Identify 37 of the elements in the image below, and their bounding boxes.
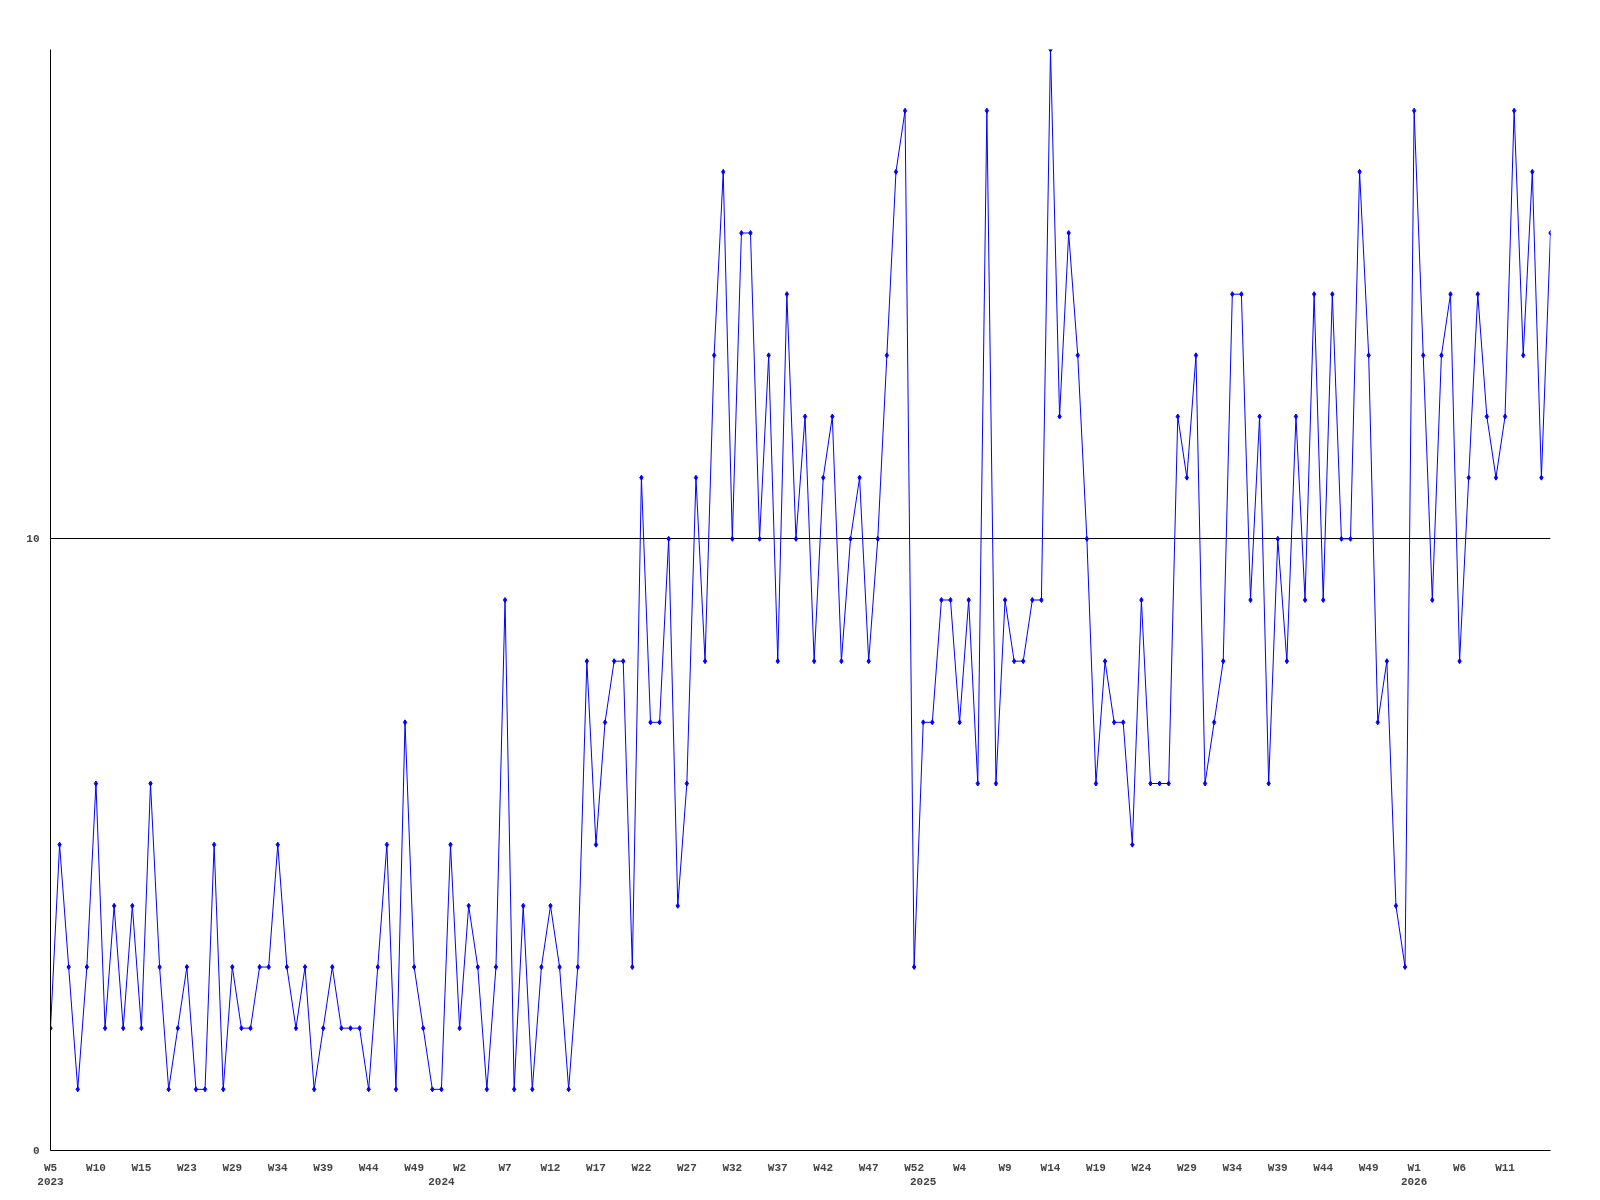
- x-tick-label: W44: [358, 1161, 379, 1174]
- x-tick-label: W39: [1267, 1161, 1288, 1174]
- x-tick-label: W24: [1131, 1161, 1152, 1174]
- x-tick-label: W47: [858, 1161, 879, 1174]
- x-tick-label: W32: [722, 1161, 743, 1174]
- x-tick-label: W49: [1358, 1161, 1379, 1174]
- x-tick-label: W14: [1040, 1161, 1061, 1174]
- x-tick-label: W49: [404, 1161, 425, 1174]
- x-tick-label: W44: [1313, 1161, 1334, 1174]
- x-tick-label: W19: [1086, 1161, 1106, 1174]
- x-tick-label: W10: [86, 1161, 106, 1174]
- x-tick-label: W37: [767, 1161, 788, 1174]
- x-tick-label: W11: [1495, 1161, 1516, 1174]
- y-tick-label: 10: [26, 533, 40, 546]
- x-tick-label: W27: [676, 1161, 697, 1174]
- x-tick-label: W29: [1176, 1161, 1197, 1174]
- x-tick-label: W52: [904, 1161, 925, 1174]
- x-tick-label: 2025: [910, 1175, 937, 1188]
- x-tick-label: W1 2026: [1400, 1161, 1428, 1188]
- x-tick-label: W5 2023: [37, 1161, 65, 1188]
- x-tick-label: W17: [586, 1161, 606, 1174]
- x-tick-label: W42: [813, 1161, 834, 1174]
- x-tick-label: W12: [540, 1161, 561, 1174]
- x-tick-label: W9: [998, 1161, 1012, 1174]
- x-tick-label: W34: [1222, 1161, 1243, 1174]
- x-tick-label: W23: [176, 1161, 198, 1174]
- x-tick-label: W34: [267, 1161, 289, 1174]
- x-tick-label: W39: [313, 1161, 334, 1174]
- y-tick-label: 0: [32, 1145, 40, 1157]
- x-tick-label: W7: [498, 1161, 512, 1174]
- x-tick-label: W15: [131, 1161, 152, 1174]
- x-tick-label: W4: [952, 1161, 967, 1174]
- x-tick-label: W29: [222, 1161, 243, 1174]
- x-tick-label: W22: [631, 1161, 652, 1174]
- x-tick-label: W2: [452, 1161, 467, 1174]
- x-tick-label: W6: [1452, 1161, 1467, 1174]
- x-tick-label: 2024: [428, 1175, 456, 1188]
